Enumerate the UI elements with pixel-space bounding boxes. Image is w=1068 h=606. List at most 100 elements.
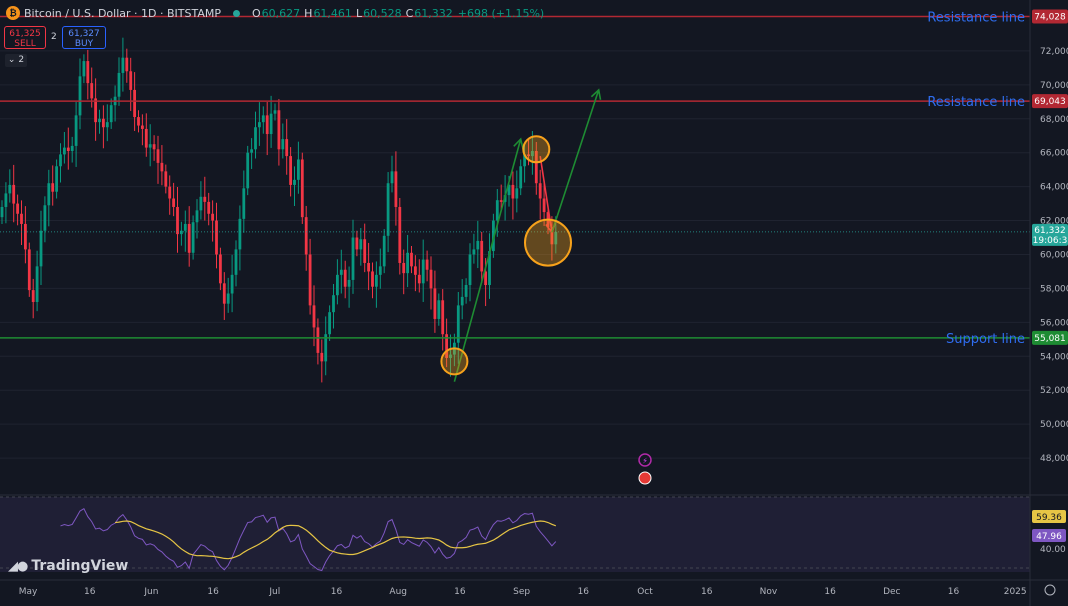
candle-body: [456, 305, 460, 343]
y-tick-label: 52,000: [1040, 386, 1068, 396]
candle-body: [269, 113, 273, 135]
low-label: L: [355, 6, 363, 20]
candle-body: [183, 223, 187, 231]
candle-body: [234, 249, 238, 275]
candle-body: [4, 193, 8, 207]
tradingview-wordmark: TradingView: [31, 558, 129, 574]
x-tick-label: 16: [948, 587, 960, 597]
event-lightning-glyph: ⚡: [642, 457, 648, 466]
candle-body: [394, 171, 398, 207]
candle-body: [312, 305, 316, 328]
candle-body: [441, 300, 445, 335]
candle-body: [460, 296, 464, 306]
candle-body: [215, 220, 218, 255]
y-tick-label: 58,000: [1040, 284, 1068, 294]
candle-body: [199, 196, 203, 211]
y-tick-label: 56,000: [1040, 318, 1068, 328]
candle-body: [371, 271, 374, 287]
candle-body: [355, 237, 359, 250]
symbol-title[interactable]: Bitcoin / U.S. Dollar · 1D · BITSTAMP: [24, 6, 221, 20]
x-tick-label: 16: [578, 587, 590, 597]
tradingview-logo[interactable]: ◢● TradingView: [8, 558, 128, 574]
candle-body: [0, 206, 4, 218]
highlight-circle: [524, 218, 572, 267]
candle-body: [230, 274, 234, 294]
candle-body: [308, 254, 312, 306]
x-tick-label: Jul: [268, 587, 280, 597]
candle-body: [39, 230, 43, 267]
candle-body: [168, 186, 172, 199]
sell-button[interactable]: 61,325 SELL: [4, 26, 46, 49]
candle-body: [336, 274, 339, 296]
rsi-line: [60, 507, 557, 572]
candle-body: [254, 127, 257, 150]
candle-body: [86, 61, 90, 84]
open-label: O: [251, 6, 261, 20]
price-tag-label: 74,028: [1034, 12, 1066, 22]
candle-body: [207, 201, 211, 214]
bitcoin-logo-icon: ₿: [6, 6, 20, 20]
indicators-toggle-button[interactable]: ⌄ 2: [5, 54, 27, 67]
event-flag-icon: [638, 471, 652, 485]
candle-body: [445, 334, 448, 358]
candle-body: [238, 218, 242, 250]
candle-body: [152, 144, 156, 150]
candle-body: [324, 334, 328, 362]
candle-body: [328, 312, 331, 335]
candle-body: [289, 156, 292, 185]
candle-body: [74, 115, 78, 146]
candle-body: [347, 279, 351, 287]
candle-body: [277, 110, 281, 150]
candle-body: [414, 266, 417, 275]
candle-body: [47, 183, 51, 206]
candle-body: [386, 183, 390, 236]
event-lightning-icon: [638, 453, 652, 467]
rsi-ma-line: [115, 520, 557, 560]
last-price-tag: [1032, 223, 1068, 246]
candle-body: [534, 150, 538, 184]
buy-price: 61,327: [68, 29, 100, 39]
y-tick-label: 66,000: [1040, 149, 1068, 159]
candle-body: [59, 154, 62, 167]
rsi-ma-tag: [1032, 510, 1066, 523]
candle-body: [226, 293, 230, 304]
candle-body: [449, 354, 452, 358]
candle-body: [121, 57, 125, 73]
candle-body: [320, 352, 324, 362]
x-tick-label: 16: [701, 587, 713, 597]
candle-body: [511, 184, 515, 199]
candle-body: [339, 269, 343, 275]
rsi-tag: [1032, 529, 1066, 542]
candle-body: [246, 152, 250, 189]
candle-body: [550, 227, 554, 245]
high-label: H: [304, 6, 313, 20]
candle-body: [425, 259, 429, 270]
candle-body: [258, 122, 261, 128]
candle-body: [433, 288, 437, 319]
rsi-ma-value: 59.36: [1036, 513, 1062, 523]
candle-body: [499, 200, 503, 202]
x-tick-label: May: [19, 587, 38, 597]
grid: [0, 50, 1030, 459]
candle-body: [417, 274, 421, 284]
candle-body: [148, 144, 152, 148]
bar-countdown: 19:06:3: [1033, 236, 1068, 246]
candle-body: [402, 262, 406, 274]
buy-button[interactable]: 61,327 BUY: [62, 26, 106, 49]
x-tick-label: 16: [331, 587, 343, 597]
candle-body: [211, 213, 214, 221]
candle-body: [480, 240, 484, 272]
candle-body: [141, 125, 144, 129]
settings-gear-icon: [1044, 584, 1056, 596]
y-tick-label: 68,000: [1040, 115, 1068, 125]
candle-body: [378, 266, 382, 275]
candle-body: [382, 235, 386, 267]
x-tick-label: Oct: [637, 587, 653, 597]
y-tick-label: 64,000: [1040, 183, 1068, 193]
y-tick-label: 48,000: [1040, 454, 1068, 464]
level-label: Resistance line: [927, 10, 1025, 25]
candle-body: [273, 110, 277, 114]
price-tag-label: 55,081: [1034, 334, 1066, 344]
candle-body: [363, 239, 367, 263]
